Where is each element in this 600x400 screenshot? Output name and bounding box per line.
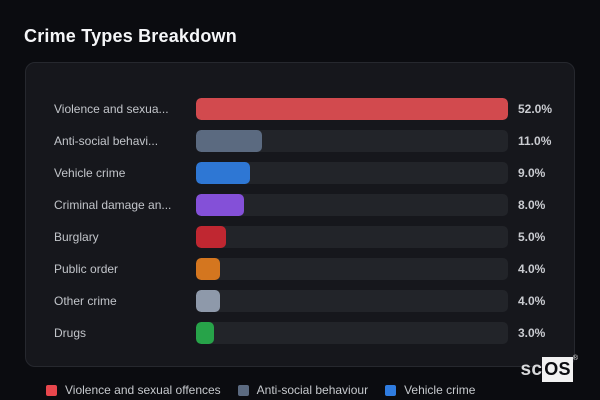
legend-item-violence[interactable]: Violence and sexual offences [46,383,221,397]
bar-track [196,290,508,312]
value-label: 52.0% [518,102,553,116]
bar-violence[interactable] [196,98,508,120]
bar-row-drugs: Drugs 3.0% [54,317,558,349]
legend-item-anti-social[interactable]: Anti-social behaviour [237,383,369,397]
bar-track [196,258,508,280]
value-label: 8.0% [518,198,546,212]
value-label: 4.0% [518,262,546,276]
value-label: 3.0% [518,326,546,340]
bar-track [196,162,508,184]
bar-row-vehicle-crime: Vehicle crime 9.0% [54,157,558,189]
registered-trademark-icon: ® [572,355,578,362]
value-label: 9.0% [518,166,546,180]
category-label: Criminal damage an... [54,198,172,212]
legend-label: Vehicle crime [404,383,476,397]
category-label: Other crime [54,294,117,308]
bar-other-crime[interactable] [196,290,220,312]
category-label: Burglary [54,230,99,244]
bar-row-violence: Violence and sexua... 52.0% [54,93,558,125]
chart-legend: Violence and sexual offences Anti-social… [46,383,475,397]
chart-panel: Violence and sexua... 52.0% Anti-social … [25,62,575,367]
category-label: Violence and sexua... [54,102,169,116]
bar-vehicle-crime[interactable] [196,162,250,184]
value-label: 11.0% [518,134,552,148]
bar-criminal-damage[interactable] [196,194,244,216]
scos-logo: sc OS ® [520,355,578,382]
bar-row-public-order: Public order 4.0% [54,253,558,285]
value-label: 4.0% [518,294,546,308]
bar-burglary[interactable] [196,226,226,248]
bar-track [196,322,508,344]
value-label: 5.0% [518,230,546,244]
bar-row-criminal-damage: Criminal damage an... 8.0% [54,189,558,221]
bar-track [196,98,508,120]
bar-public-order[interactable] [196,258,220,280]
logo-text-os: OS [542,357,573,382]
legend-swatch-vehicle-crime [385,384,397,396]
bar-track [196,194,508,216]
bar-drugs[interactable] [196,322,214,344]
bar-chart: Violence and sexua... 52.0% Anti-social … [54,93,558,349]
category-label: Vehicle crime [54,166,126,180]
bar-row-burglary: Burglary 5.0% [54,221,558,253]
bar-anti-social[interactable] [196,130,262,152]
bar-row-anti-social: Anti-social behavi... 11.0% [54,125,558,157]
category-label: Public order [54,262,119,276]
legend-swatch-violence [46,384,57,396]
category-label: Drugs [54,326,87,340]
bar-track [196,130,508,152]
category-label: Anti-social behavi... [54,134,159,148]
bar-track [196,226,508,248]
bar-row-other-crime: Other crime 4.0% [54,285,558,317]
legend-item-vehicle-crime[interactable]: Vehicle crime [385,383,475,397]
legend-swatch-anti-social [237,384,249,396]
page-title: Crime Types Breakdown [24,26,237,46]
legend-label: Anti-social behaviour [256,383,369,397]
logo-text-sc: sc [520,358,543,380]
legend-label: Violence and sexual offences [65,383,221,397]
